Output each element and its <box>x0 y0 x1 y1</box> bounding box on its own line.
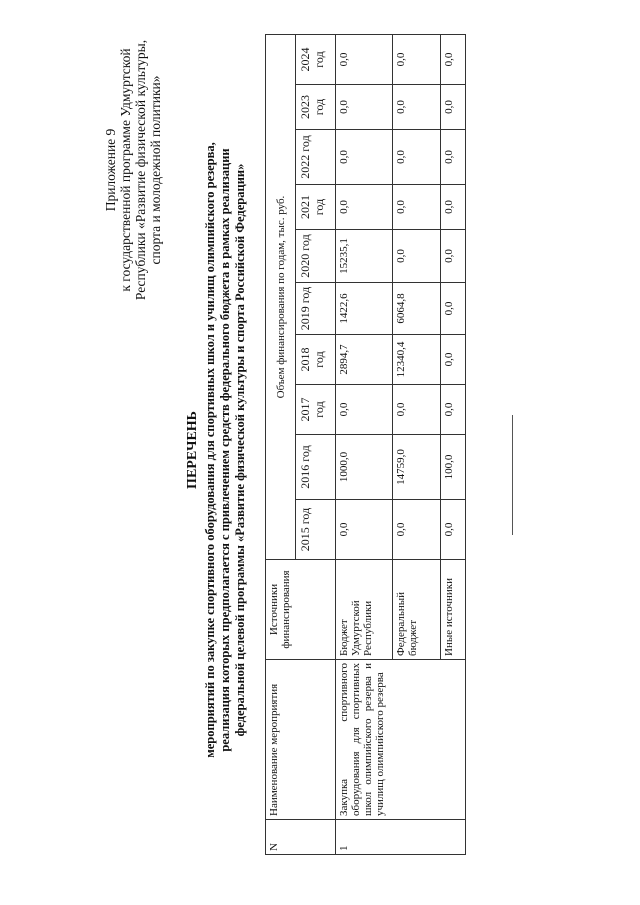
title-line: федеральной целевой программы «Развитие … <box>233 163 247 737</box>
cell-value: 100,0 <box>440 434 466 500</box>
cell-value: 0,0 <box>335 84 393 130</box>
header-funding-group: Объем финансирования по годам, тыс. руб. <box>265 34 296 560</box>
cell-value: 14759,0 <box>392 434 441 500</box>
cell-value: 6064,8 <box>392 282 441 335</box>
cell-value: 0,0 <box>440 84 466 130</box>
row-source: Иные источники <box>440 559 466 660</box>
document-title: ПЕРЕЧЕНЬ мероприятий по закупке спортивн… <box>185 35 248 865</box>
header-n: N <box>265 819 336 855</box>
header-year: 2019 год <box>295 282 336 335</box>
cell-value: 12340,4 <box>392 334 441 385</box>
appendix-line: Республики «Развитие физической культуры… <box>133 39 148 301</box>
header-year: 2017 год <box>295 384 336 435</box>
cell-value: 0,0 <box>335 499 393 560</box>
cell-value: 0,0 <box>392 129 441 185</box>
row-number: 1 <box>335 819 466 855</box>
cell-value: 0,0 <box>440 184 466 230</box>
row-source: Федеральный бюджет <box>392 559 441 660</box>
title-line: реализация которых предполагается с прив… <box>218 148 232 752</box>
cell-value: 0,0 <box>440 229 466 283</box>
header-year: 2023 год <box>295 84 336 130</box>
cell-value: 0,0 <box>440 384 466 435</box>
cell-value: 0,0 <box>392 229 441 283</box>
row-source: Бюджет Удмуртской Республики <box>335 559 393 660</box>
cell-value: 1000,0 <box>335 434 393 500</box>
footnote-separator <box>512 415 513 535</box>
cell-value: 0,0 <box>392 34 441 85</box>
cell-value: 0,0 <box>335 184 393 230</box>
header-year: 2022 год <box>295 129 336 185</box>
cell-value: 0,0 <box>392 384 441 435</box>
appendix-note: Приложение 9 к государственной программе… <box>103 25 163 315</box>
table-row: 1 Закупка спортивного оборудования для сп… <box>335 34 466 855</box>
cell-value: 0,0 <box>392 184 441 230</box>
header-year: 2020 год <box>295 229 336 283</box>
cell-value: 0,0 <box>440 499 466 560</box>
cell-value: 0,0 <box>392 84 441 130</box>
appendix-line: спорта и молодежной политики» <box>148 75 163 265</box>
header-year: 2016 год <box>295 434 336 500</box>
cell-value: 0,0 <box>335 34 393 85</box>
header-year: 2015 год <box>295 499 336 560</box>
funding-table: N Наименование мероприятия Источники фин… <box>265 34 466 855</box>
cell-value: 2894,7 <box>335 334 393 385</box>
header-year: 2024 год <box>295 34 336 85</box>
header-name: Наименование мероприятия <box>265 659 336 820</box>
header-year: 2018 год <box>295 334 336 385</box>
header-source: Источники финансирования <box>265 559 336 660</box>
cell-value: 0,0 <box>440 34 466 85</box>
cell-value: 0,0 <box>335 129 393 185</box>
cell-value: 0,0 <box>440 129 466 185</box>
cell-value: 0,0 <box>440 334 466 385</box>
cell-value: 0,0 <box>335 384 393 435</box>
title-line: мероприятий по закупке спортивного обору… <box>203 142 217 758</box>
cell-value: 0,0 <box>392 499 441 560</box>
appendix-line: Приложение 9 <box>103 128 118 212</box>
cell-value: 1422,6 <box>335 282 393 335</box>
appendix-line: к государственной программе Удмуртской <box>118 48 133 292</box>
cell-value: 15235,1 <box>335 229 393 283</box>
title-heading: ПЕРЕЧЕНЬ <box>185 411 200 489</box>
cell-value: 0,0 <box>440 282 466 335</box>
row-activity-name: Закупка спортивного оборудования для спо… <box>335 659 466 820</box>
header-year: 2021 год <box>295 184 336 230</box>
